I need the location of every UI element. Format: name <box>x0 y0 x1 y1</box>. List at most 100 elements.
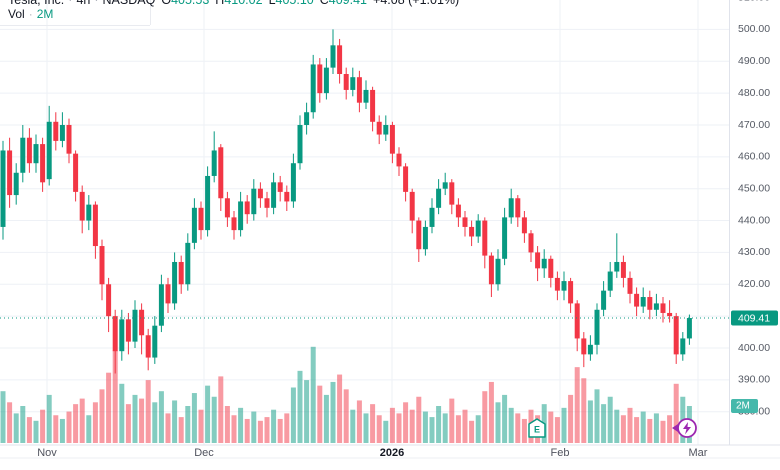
volume-bar <box>185 406 191 443</box>
volume-bar <box>594 389 600 443</box>
volume-bar <box>145 380 151 443</box>
candle-body <box>462 217 468 227</box>
candle-body <box>554 277 560 291</box>
volume-bar <box>422 411 428 443</box>
candle-body <box>581 338 587 355</box>
candle-body <box>99 246 105 285</box>
volume-bar <box>647 418 653 443</box>
candle-body <box>251 188 257 215</box>
price-axis-label: 480.00 <box>738 87 770 99</box>
close-value: 409.41 <box>328 0 368 7</box>
volume-bar <box>152 402 158 443</box>
volume-bar <box>231 415 237 443</box>
legend-separator: · <box>68 0 73 7</box>
open-value: 405.53 <box>171 0 210 7</box>
volume-bar <box>53 415 59 443</box>
candle-body <box>363 89 369 103</box>
volume-bar <box>172 400 178 443</box>
candle-body <box>508 198 514 218</box>
candle-body <box>92 204 98 247</box>
time-axis-label: Mar <box>689 447 708 459</box>
volume-bar <box>224 406 230 443</box>
time-axis-label: Nov <box>37 447 57 459</box>
volume-bar <box>271 409 277 443</box>
volume-bar <box>429 417 435 443</box>
symbol-legend[interactable]: Tesla, Inc. · 4h · NASDAQ O405.53 H410.02 L405.… <box>8 0 459 7</box>
candle-body <box>271 182 277 208</box>
volume-bar <box>376 415 382 443</box>
volume-bar <box>178 417 184 443</box>
volume-bar <box>132 394 138 443</box>
high-label: H <box>215 0 225 7</box>
volume-bar <box>634 417 640 443</box>
candle-body <box>667 312 673 317</box>
volume-bar <box>0 391 6 443</box>
volume-bar <box>614 409 620 443</box>
candle-body <box>416 220 422 250</box>
volume-bar <box>251 411 257 443</box>
price-axis-label: 510.00 <box>738 0 770 3</box>
volume-bar <box>323 394 329 443</box>
legend-divider-horizontal <box>0 25 150 26</box>
volume-bar <box>620 415 626 443</box>
volume-bar <box>673 383 679 443</box>
candle-body <box>686 318 692 339</box>
price-axis-label: 390.00 <box>738 374 770 386</box>
volume-bar <box>350 409 356 443</box>
volume-bar <box>20 406 26 443</box>
candle-body <box>403 166 409 192</box>
candle-body <box>139 309 145 336</box>
volume-bar <box>601 404 607 443</box>
time-axis-label: Feb <box>551 447 570 459</box>
volume-bar <box>356 400 362 443</box>
volume-bar <box>667 415 673 443</box>
volume-bar <box>238 407 244 443</box>
volume-bar <box>383 420 389 443</box>
candle-body <box>106 284 112 317</box>
volume-bar <box>568 394 574 443</box>
candle-body <box>46 121 52 180</box>
volume-bar <box>488 381 494 443</box>
candle-body <box>125 319 131 342</box>
volume-bar <box>40 409 46 443</box>
volume-bar <box>264 417 270 443</box>
volume-bar <box>125 404 131 443</box>
volume-bar <box>79 398 85 443</box>
candle-body <box>310 64 316 113</box>
volume-bar <box>86 415 92 443</box>
earnings-marker-icon[interactable]: E <box>528 418 546 438</box>
candle-body <box>257 188 263 199</box>
candle-body <box>343 74 349 90</box>
volume-bar <box>455 415 461 443</box>
price-axis-label: 440.00 <box>738 214 770 226</box>
volume-bar <box>284 413 290 443</box>
candle-body <box>429 207 435 227</box>
volume-bar <box>26 417 32 443</box>
volume-bar <box>403 402 409 443</box>
candle-body <box>541 258 547 269</box>
volume-bar <box>73 404 79 443</box>
candle-body <box>198 207 204 231</box>
candle-body <box>455 204 461 218</box>
candle-body <box>66 124 72 154</box>
candle-body <box>383 124 389 135</box>
flash-marker-icon[interactable] <box>672 418 697 438</box>
candle-body <box>548 258 554 278</box>
candle-body <box>436 188 442 208</box>
candle-body <box>594 309 600 345</box>
volume-bar <box>218 376 224 443</box>
candle-body <box>185 242 191 285</box>
volume-bar <box>205 385 211 443</box>
low-value: 405.10 <box>275 0 314 7</box>
candle-body <box>79 191 85 221</box>
candle-body <box>409 191 415 221</box>
price-axis-label: 470.00 <box>738 119 770 131</box>
volume-bar <box>640 411 646 443</box>
high-value: 410.02 <box>224 0 263 7</box>
volume-legend[interactable]: Vol · 2M <box>8 7 53 22</box>
candle-body <box>422 226 428 250</box>
volume-bar <box>561 407 567 443</box>
candle-body <box>620 261 626 278</box>
candle-body <box>238 201 244 231</box>
